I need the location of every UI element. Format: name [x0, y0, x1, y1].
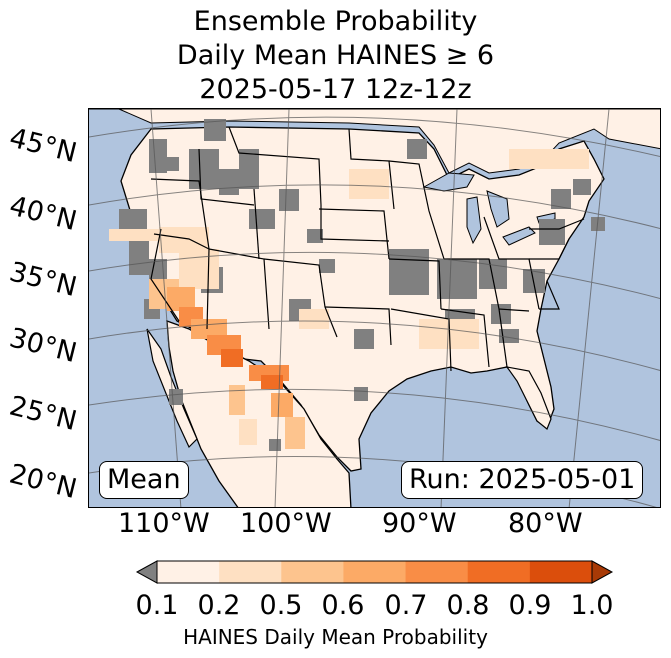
colorbar-block-2 — [281, 561, 344, 583]
colorbar-over-arrow — [591, 560, 614, 584]
colorbar-block-6 — [529, 561, 593, 583]
map-canvas — [89, 109, 660, 507]
lake-erie — [502, 226, 536, 246]
lon-label-90: 90°W — [382, 508, 457, 539]
colorbar-tick-1: 0.2 — [197, 590, 241, 621]
mean-label: Mean — [99, 461, 189, 499]
colorbar-block-5 — [467, 561, 531, 583]
colorbar-tick-2: 0.5 — [259, 590, 303, 621]
florida — [505, 366, 552, 430]
colorbar-outline — [156, 560, 593, 584]
lon-label-100: 100°W — [240, 508, 332, 539]
lon-label-110: 110°W — [118, 508, 210, 539]
colorbar-tick-5: 0.8 — [446, 590, 490, 621]
colorbar-blocks — [157, 561, 593, 583]
colorbar — [135, 560, 614, 584]
colorbar-block-3 — [343, 561, 407, 583]
probability-blobs — [109, 149, 589, 449]
colorbar-block-1 — [219, 561, 282, 583]
lake-michigan — [466, 196, 482, 245]
colorbar-tick-0: 0.1 — [135, 590, 179, 621]
colorbar-block-4 — [405, 561, 469, 583]
state-borders — [150, 126, 585, 372]
map-panel: Mean Run: 2025-05-01 — [88, 108, 661, 508]
colorbar-label: HAINES Daily Mean Probability — [183, 625, 488, 649]
colorbar-tick-3: 0.6 — [321, 590, 365, 621]
colorbar-tick-7: 1.0 — [570, 590, 614, 621]
colorbar-tick-4: 0.7 — [384, 590, 428, 621]
title-line-3: 2025-05-17 12z-12z — [199, 74, 472, 105]
colorbar-block-0 — [157, 561, 220, 583]
run-label: Run: 2025-05-01 — [401, 461, 644, 499]
colorbar-under-arrow — [135, 560, 158, 584]
lon-label-80: 80°W — [508, 508, 583, 539]
colorbar-tick-6: 0.9 — [508, 590, 552, 621]
title-line-1: Ensemble Probability — [193, 6, 478, 37]
title-line-2: Daily Mean HAINES ≥ 6 — [176, 40, 495, 71]
